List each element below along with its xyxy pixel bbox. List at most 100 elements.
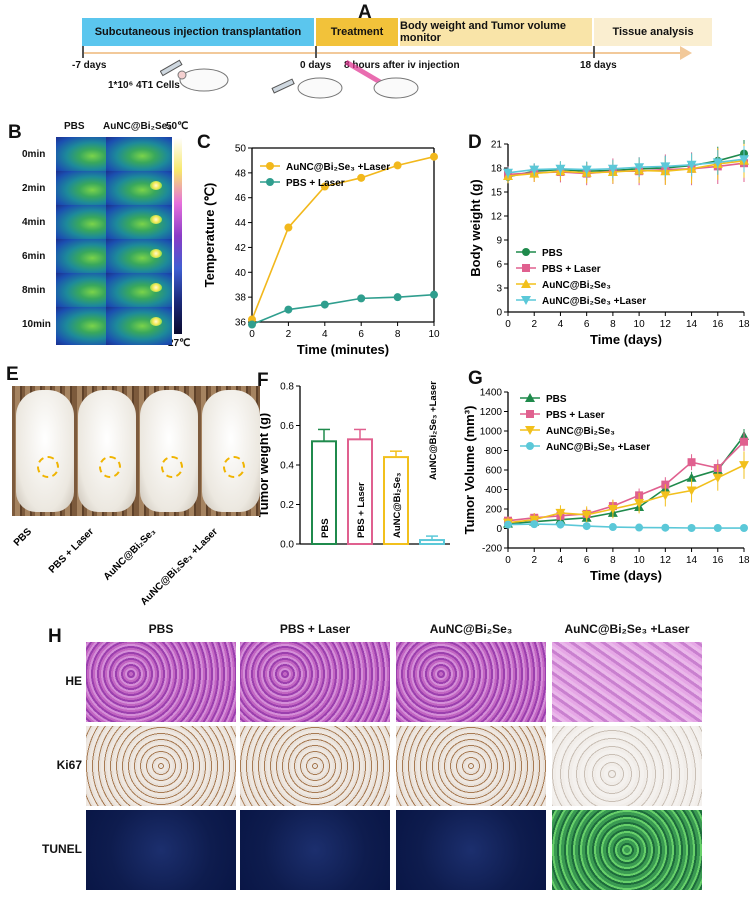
legend-marker (522, 264, 530, 272)
panel-label-e: E (6, 364, 19, 385)
thermal-row-label: 8min (22, 285, 46, 296)
bar-label: PBS (320, 518, 331, 538)
histology-image (240, 726, 390, 806)
timeline-stage-tissue: Tissue analysis (594, 18, 712, 46)
data-point (555, 508, 566, 518)
data-point (739, 461, 749, 471)
thermal-image-aunc (106, 137, 172, 175)
data-point (555, 164, 566, 174)
y-tick-label: 200 (485, 505, 502, 516)
thermal-image-aunc (106, 307, 172, 345)
x-tick-label: 10 (634, 555, 646, 566)
thermal-color-scale (174, 138, 182, 334)
panel-label-c: C (197, 132, 211, 153)
data-point (712, 473, 723, 483)
thermal-scale-max: 50℃ (166, 121, 189, 132)
series-line (507, 523, 744, 529)
mouse-photo (78, 390, 136, 512)
y-tick-label: 3 (496, 284, 502, 295)
thermal-image-aunc (106, 239, 172, 277)
y-tick-label: 6 (496, 260, 502, 271)
tumor-outline (37, 456, 59, 478)
series-line (507, 158, 745, 174)
series-line (507, 441, 745, 522)
y-tick-label: 0.2 (280, 500, 294, 511)
legend-label: PBS + Laser (286, 178, 345, 189)
x-tick-label: 4 (558, 555, 564, 566)
data-point (634, 163, 645, 173)
x-axis-label: Time (days) (590, 332, 662, 347)
data-point (582, 522, 591, 531)
data-point (686, 486, 697, 496)
legend-label: AuNC@Bi₂Se₃ +Laser (542, 296, 646, 307)
histology-image (86, 642, 236, 722)
y-tick-label: 1000 (480, 427, 503, 438)
histology-image (396, 642, 546, 722)
series-line (507, 435, 745, 525)
x-tick-label: 0 (505, 555, 511, 566)
x-tick-label: 4 (322, 329, 328, 340)
data-point (740, 437, 748, 446)
data-point (393, 161, 402, 170)
legend-marker (526, 410, 534, 418)
thermal-col-aunc: AuNC@Bi₂Se₃ (103, 121, 172, 132)
data-point (713, 524, 722, 533)
x-tick-label: 6 (358, 329, 364, 340)
y-tick-label: 0.4 (280, 461, 294, 472)
histology-image (396, 810, 546, 890)
legend-marker (525, 393, 535, 402)
histology-column-label: PBS (148, 622, 174, 636)
data-point (686, 472, 697, 482)
histology-image (396, 726, 546, 806)
x-tick-label: 10 (634, 319, 646, 330)
thermal-col-pbs: PBS (64, 121, 85, 132)
data-point (661, 523, 670, 532)
x-tick-label: 2 (531, 319, 537, 330)
mouse-icon (373, 77, 419, 99)
y-tick-label: 40 (235, 268, 247, 279)
x-tick-label: 14 (686, 555, 698, 566)
series-line (507, 160, 745, 177)
x-tick-label: 0 (249, 329, 255, 340)
post-injection-label: 8 hours after iv injection (344, 60, 460, 71)
data-point (607, 505, 618, 514)
panel-label-b: B (8, 122, 22, 143)
thermal-row-label: 10min (22, 319, 51, 330)
y-tick-label: 50 (235, 144, 247, 155)
data-point (686, 160, 697, 170)
histology-image (240, 810, 390, 890)
legend-label: AuNC@Bi₂Se₃ (546, 426, 615, 437)
legend-marker (266, 178, 274, 186)
legend-marker (526, 442, 534, 450)
x-tick-label: 2 (286, 329, 292, 340)
y-tick-label: 21 (491, 140, 503, 151)
x-tick-label: 10 (428, 329, 440, 340)
x-axis-label: Time (days) (590, 568, 662, 583)
y-tick-label: 44 (235, 218, 247, 229)
y-tick-label: 12 (491, 212, 503, 223)
histology-image (552, 642, 702, 722)
y-tick-label: 18 (491, 164, 503, 175)
thermal-row-label: 0min (22, 149, 46, 160)
x-tick-label: 8 (610, 555, 616, 566)
data-point (635, 523, 644, 532)
panel-label-f: F (257, 370, 269, 391)
syringe-icon (160, 59, 183, 77)
histology-row-label: TUNEL (42, 842, 82, 856)
x-tick-label: 2 (531, 555, 537, 566)
histology-image (552, 810, 702, 890)
data-point (581, 165, 592, 175)
mouse-photo (140, 390, 198, 512)
syringe-icon (271, 78, 295, 94)
mouse-photo-label: PBS (12, 526, 35, 549)
bar (347, 438, 373, 546)
histology-row-label: HE (65, 674, 82, 688)
mouse-icon (179, 68, 229, 92)
data-point (660, 162, 671, 172)
timeline-stage-treatment: Treatment (316, 18, 398, 46)
bar (311, 440, 337, 545)
legend-label: PBS (542, 248, 563, 259)
